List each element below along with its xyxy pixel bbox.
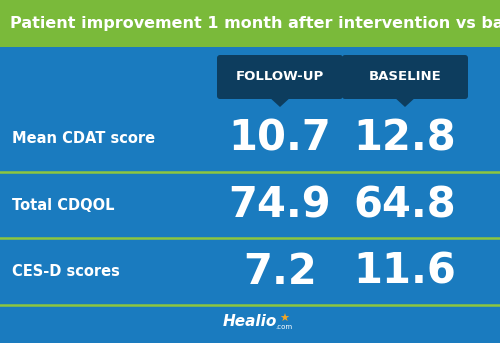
Text: 10.7: 10.7: [228, 117, 332, 159]
FancyBboxPatch shape: [217, 55, 343, 99]
Text: Mean CDAT score: Mean CDAT score: [12, 131, 155, 146]
Text: Patient improvement 1 month after intervention vs baseline:: Patient improvement 1 month after interv…: [10, 16, 500, 31]
Text: 7.2: 7.2: [243, 251, 317, 293]
Text: ★: ★: [279, 314, 289, 324]
Polygon shape: [268, 96, 292, 107]
Text: 11.6: 11.6: [354, 251, 457, 293]
Polygon shape: [393, 96, 417, 107]
Text: BASELINE: BASELINE: [368, 71, 442, 83]
Text: Total CDQOL: Total CDQOL: [12, 198, 115, 213]
Text: 74.9: 74.9: [228, 184, 332, 226]
Text: 12.8: 12.8: [354, 117, 457, 159]
Text: CES-D scores: CES-D scores: [12, 264, 120, 279]
Text: 64.8: 64.8: [354, 184, 457, 226]
Text: Healio: Healio: [223, 315, 277, 330]
FancyBboxPatch shape: [0, 0, 500, 47]
FancyBboxPatch shape: [342, 55, 468, 99]
Text: FOLLOW-UP: FOLLOW-UP: [236, 71, 324, 83]
Text: .com: .com: [276, 324, 292, 330]
